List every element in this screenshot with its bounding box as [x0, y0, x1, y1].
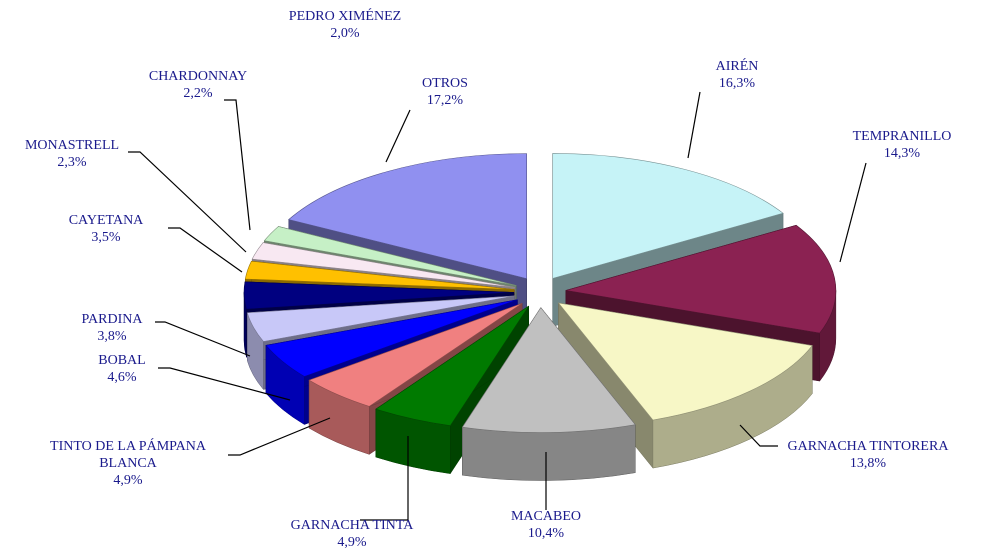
- slice-top: [246, 295, 515, 342]
- slice-top: [308, 303, 523, 407]
- slice-name: OTROS: [422, 76, 468, 91]
- slice-name: PEDRO XIMÉNEZ: [288, 9, 402, 24]
- slice-label: PARDINA 3,8%: [72, 311, 152, 345]
- leader-line: [155, 321, 251, 357]
- slice-top: [375, 305, 529, 426]
- leader-line: [168, 227, 243, 273]
- leader-line: [360, 436, 409, 521]
- slice-name: PARDINA: [81, 312, 143, 327]
- slice-name: CAYETANA: [68, 213, 144, 228]
- slice-label: MONASTRELL 2,3%: [12, 137, 132, 171]
- slice-value: 17,2%: [426, 93, 464, 108]
- slice-value: 10,4%: [527, 526, 565, 541]
- leader-line: [228, 417, 331, 456]
- slice-label: AIRÉN 16,3%: [677, 58, 797, 92]
- leader-line: [839, 162, 867, 263]
- slice-value: 2,2%: [183, 86, 213, 101]
- slice-label: PEDRO XIMÉNEZ 2,0%: [270, 8, 420, 42]
- slice-label: MACABEO 10,4%: [486, 508, 606, 542]
- slice: [557, 302, 813, 469]
- slice-label: GARNACHA TINTORERA 13,8%: [758, 438, 978, 472]
- slice-name: TINTO DE LA PÁMPANA BLANCA: [50, 439, 206, 471]
- slice-label: BOBAL 4,6%: [82, 352, 162, 386]
- slice-top: [565, 224, 837, 334]
- slice-value: 3,5%: [91, 230, 121, 245]
- slice-top: [265, 299, 518, 377]
- slice-name: TEMPRANILLO: [852, 129, 952, 144]
- slice-value: 4,6%: [107, 370, 137, 385]
- slice-label: OTROS 17,2%: [400, 75, 490, 109]
- slice-top: [288, 153, 527, 279]
- leader-line: [128, 151, 247, 253]
- slice-label: CHARDONNAY 2,2%: [133, 68, 263, 102]
- slice-name: MACABEO: [510, 509, 581, 524]
- slice-name: AIRÉN: [715, 59, 759, 74]
- slice: [461, 306, 636, 481]
- slice-label: GARNACHA TINTA 4,9%: [272, 517, 432, 551]
- slice-value: 3,8%: [97, 329, 127, 344]
- slice-name: MONASTRELL: [24, 138, 120, 153]
- slice-name: GARNACHA TINTA: [290, 518, 414, 533]
- slice-side: [462, 424, 636, 481]
- leader-line: [739, 424, 778, 447]
- slice-top: [552, 153, 784, 279]
- slice-label: CAYETANA 3,5%: [56, 212, 156, 246]
- slice-value: 16,3%: [718, 76, 756, 91]
- slice-top: [243, 281, 515, 310]
- slice-name: GARNACHA TINTORERA: [787, 439, 949, 454]
- slice-top: [251, 242, 516, 288]
- leader-line: [158, 367, 291, 401]
- slice-top: [244, 260, 515, 290]
- leader-line: [687, 91, 701, 159]
- slice-label: TEMPRANILLO 14,3%: [827, 128, 977, 162]
- slice-value: 2,0%: [330, 26, 360, 41]
- slice-top: [263, 226, 517, 286]
- leader-line: [224, 99, 251, 231]
- slice-top: [461, 307, 636, 433]
- slice-value: 14,3%: [883, 146, 921, 161]
- slice-label: TINTO DE LA PÁMPANA BLANCA 4,9%: [23, 438, 233, 489]
- slice-top: [557, 302, 813, 421]
- slice-name: BOBAL: [98, 353, 146, 368]
- slice-value: 2,3%: [57, 155, 87, 170]
- slice-value: 4,9%: [113, 473, 143, 488]
- slice-value: 13,8%: [849, 456, 887, 471]
- slice-value: 4,9%: [337, 535, 367, 550]
- slice-name: CHARDONNAY: [148, 69, 248, 84]
- leader-line: [385, 109, 411, 163]
